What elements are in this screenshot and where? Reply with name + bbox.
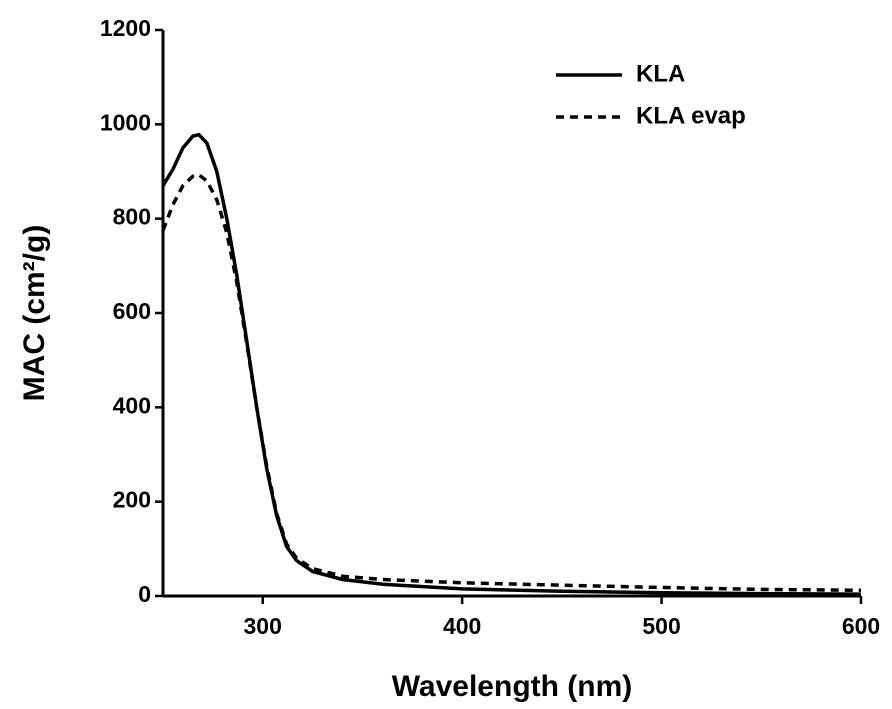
x-tick-label: 400 bbox=[443, 613, 481, 639]
y-tick-label: 600 bbox=[113, 298, 151, 324]
x-tick-label: 600 bbox=[842, 613, 880, 639]
y-tick-label: 1200 bbox=[100, 15, 151, 41]
legend-label: KLA evap bbox=[636, 102, 746, 129]
x-tick-label: 300 bbox=[244, 613, 282, 639]
y-axis-label: MAC (cm²/g) bbox=[18, 225, 51, 402]
y-tick-label: 200 bbox=[113, 487, 151, 513]
y-tick-label: 400 bbox=[113, 392, 151, 418]
y-tick-label: 0 bbox=[138, 581, 151, 607]
x-tick-label: 500 bbox=[642, 613, 680, 639]
legend-label: KLA bbox=[636, 60, 685, 87]
x-axis-label: Wavelength (nm) bbox=[392, 670, 633, 703]
line-series bbox=[161, 132, 862, 596]
line-series bbox=[161, 172, 862, 593]
y-tick-label: 1000 bbox=[100, 109, 151, 135]
y-tick-label: 800 bbox=[113, 204, 151, 230]
